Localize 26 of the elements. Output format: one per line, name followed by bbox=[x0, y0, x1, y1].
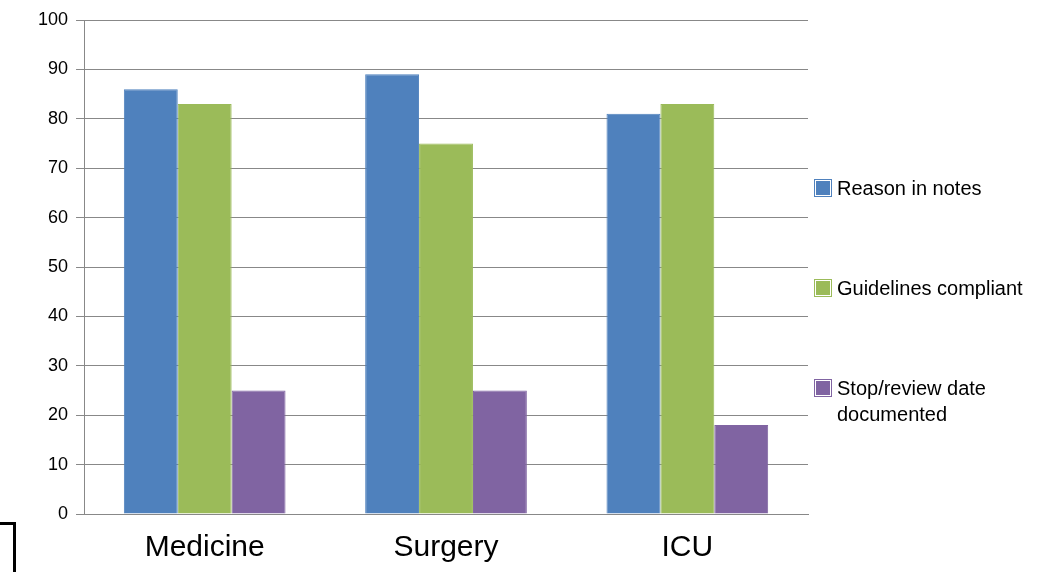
bar bbox=[231, 390, 286, 514]
y-tick-label: 50 bbox=[48, 255, 69, 276]
bar bbox=[472, 390, 527, 514]
bar bbox=[177, 103, 232, 514]
y-tick-label: 0 bbox=[58, 502, 69, 523]
y-tick-label: 70 bbox=[48, 157, 69, 178]
x-tick-label: Surgery bbox=[393, 529, 499, 563]
y-tick-label: 100 bbox=[37, 8, 69, 29]
legend-label: Guidelines compliant bbox=[837, 276, 1024, 301]
y-tick-label: 10 bbox=[48, 453, 69, 474]
y-tick-label: 80 bbox=[48, 107, 69, 128]
bar bbox=[365, 74, 420, 514]
legend-label: Reason in notes bbox=[837, 176, 983, 201]
bar bbox=[419, 143, 473, 514]
x-tick-label: Medicine bbox=[144, 529, 265, 563]
y-tick-label: 20 bbox=[48, 404, 69, 425]
y-tick-label: 60 bbox=[48, 206, 69, 227]
bar bbox=[606, 113, 661, 514]
legend-label: Stop/review date documented bbox=[837, 376, 987, 427]
bar bbox=[714, 425, 769, 514]
y-tick-label: 40 bbox=[48, 305, 69, 326]
bar bbox=[123, 89, 178, 514]
x-tick-label: ICU bbox=[661, 529, 714, 563]
y-tick-label: 30 bbox=[48, 354, 69, 375]
y-tick-label: 90 bbox=[48, 58, 69, 79]
bar bbox=[660, 103, 715, 514]
